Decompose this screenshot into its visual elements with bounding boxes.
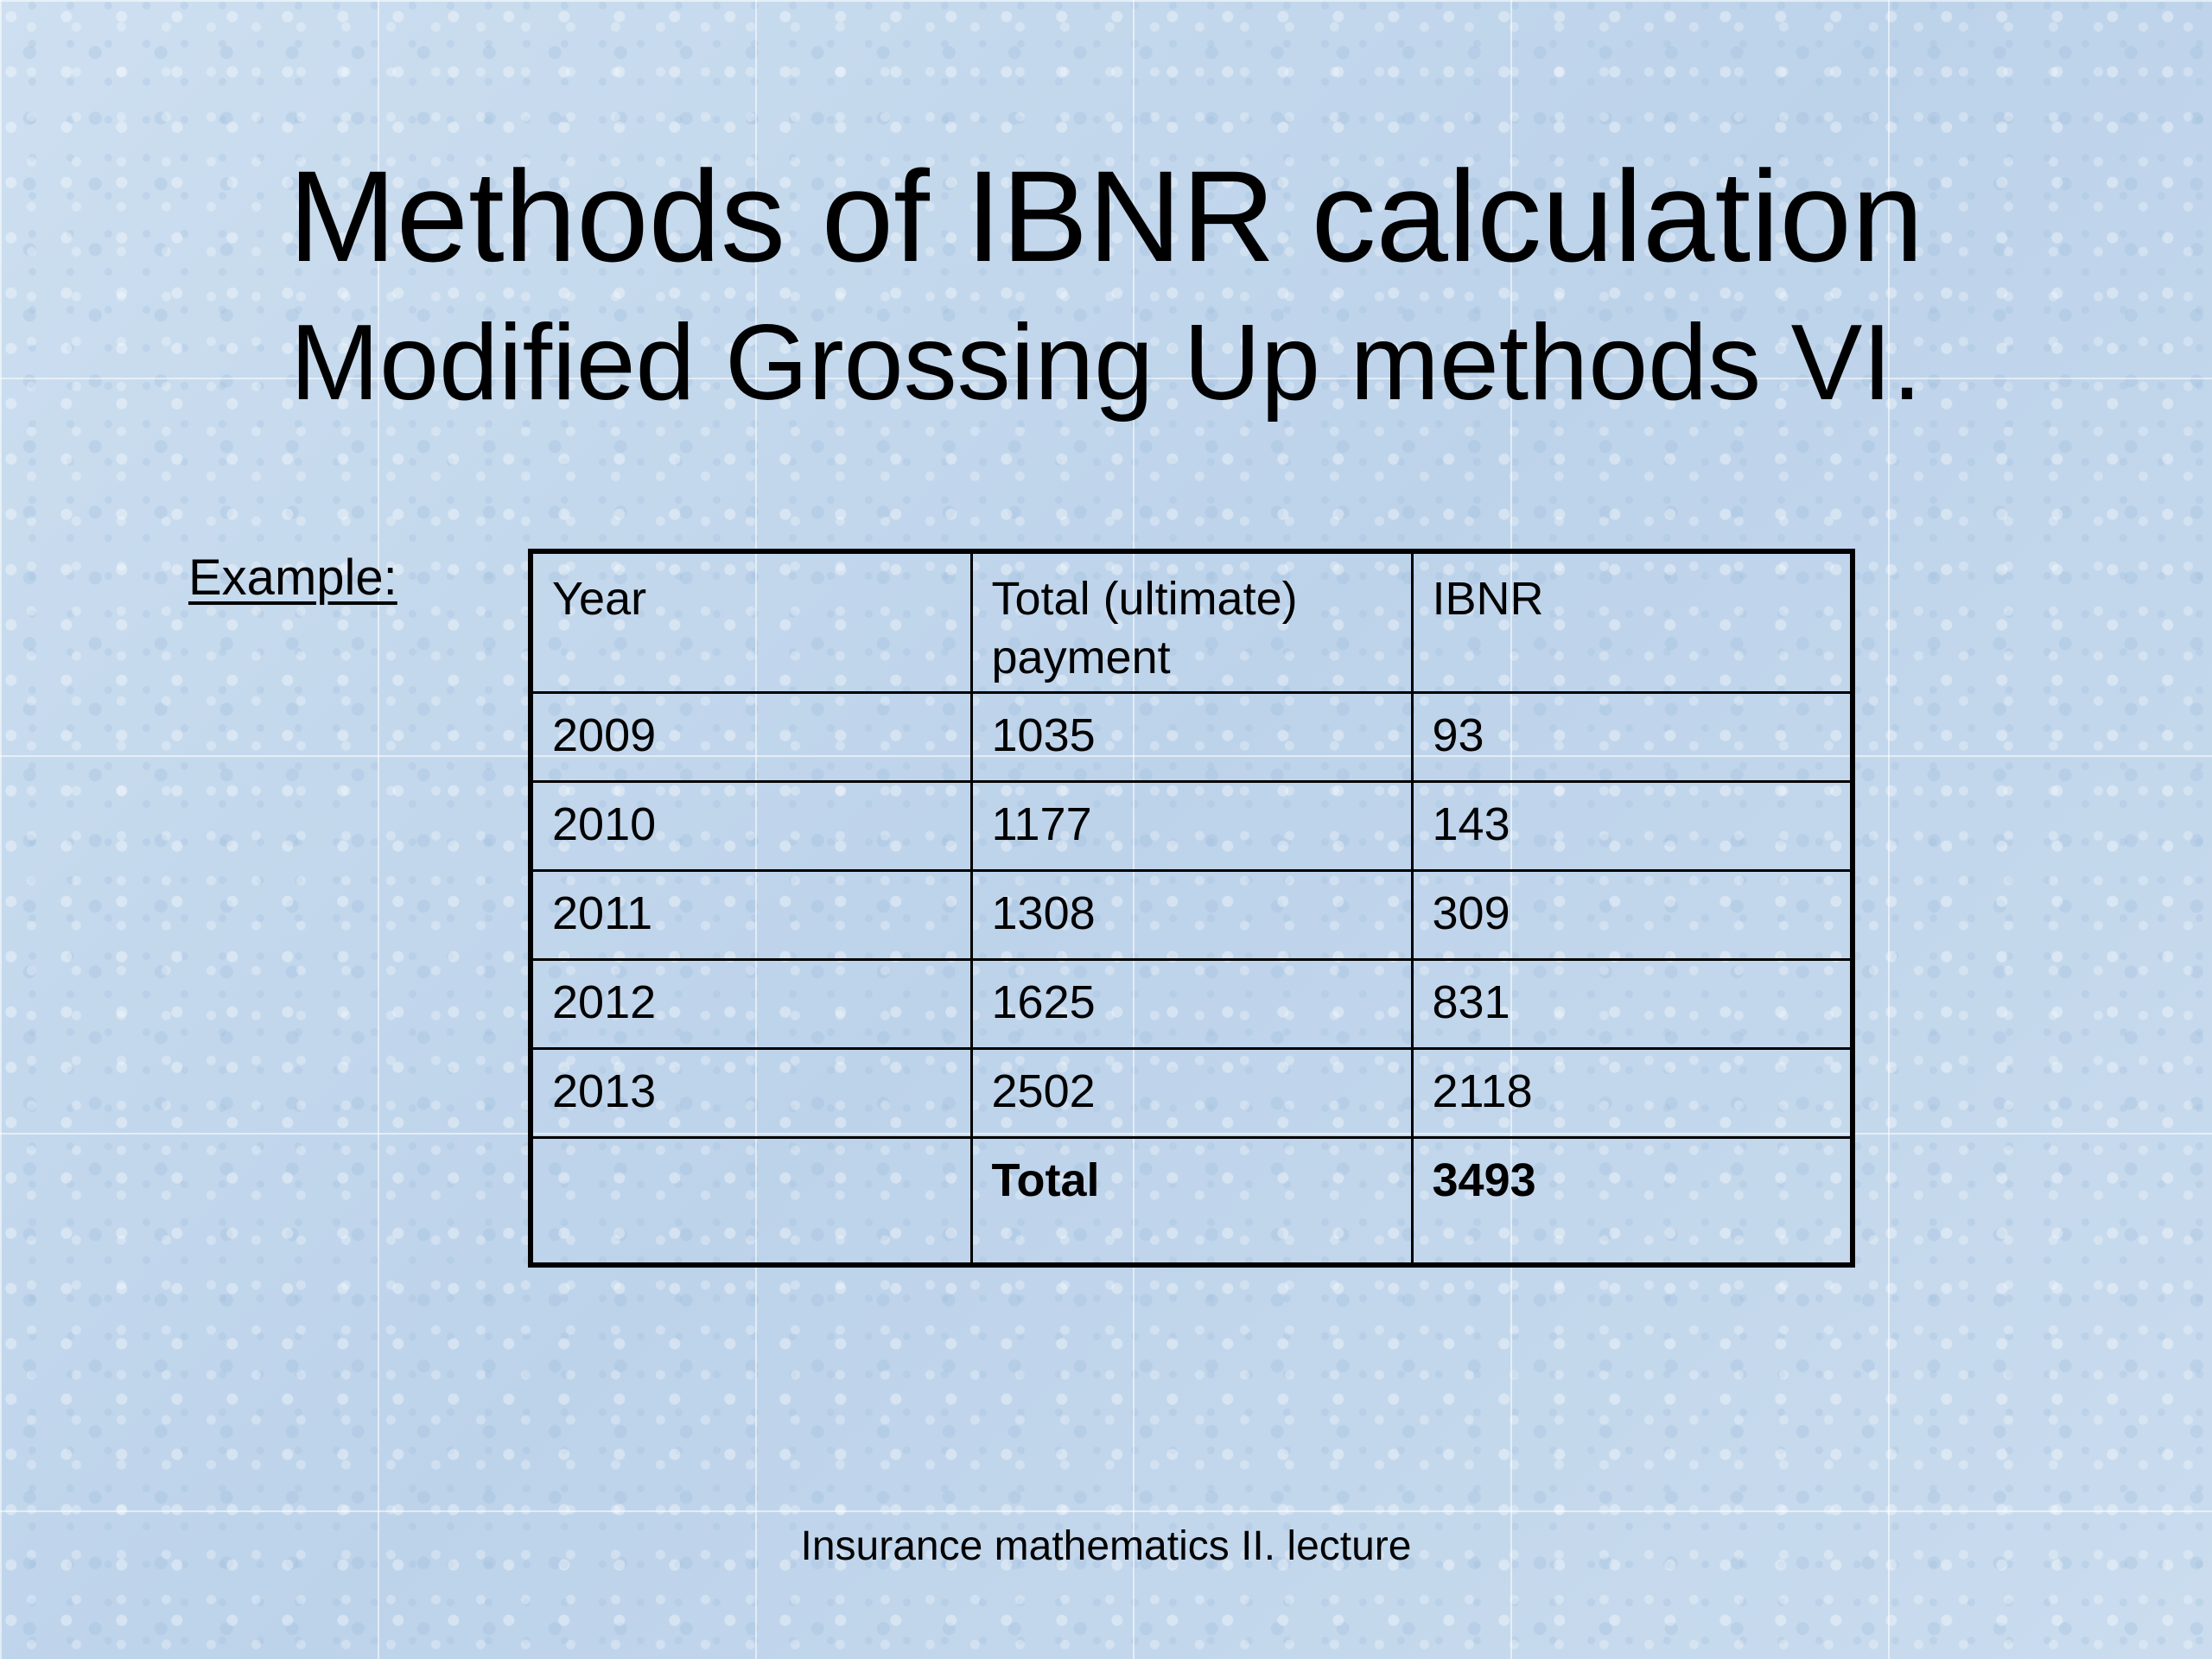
table-row: 2010 1177 143: [529, 779, 1854, 872]
cell-total-payment: 1308: [969, 868, 1414, 961]
cell-year: 2012: [529, 957, 973, 1050]
header-year: Year: [529, 550, 973, 694]
cell-ibnr: 2118: [1410, 1046, 1854, 1139]
cell-ibnr: 93: [1410, 690, 1854, 783]
cell-year: 2011: [529, 868, 973, 961]
header-ibnr: IBNR: [1410, 550, 1854, 694]
cell-total-ibnr: 3493: [1410, 1135, 1854, 1267]
cell-ibnr: 143: [1410, 779, 1854, 872]
cell-ibnr: 309: [1410, 868, 1854, 961]
cell-year: 2009: [529, 690, 973, 783]
cell-total-label: Total: [969, 1135, 1414, 1267]
slide-subtitle: Modified Grossing Up methods VI.: [289, 303, 1923, 423]
header-total-payment: Total (ultimate) payment: [969, 550, 1414, 694]
cell-total-payment: 1035: [969, 690, 1414, 783]
cell-year: 2010: [529, 779, 973, 872]
cell-total-payment: 1177: [969, 779, 1414, 872]
slide-footer: Insurance mathematics II. lecture: [800, 1523, 1412, 1569]
ibnr-table: Year Total (ultimate) payment IBNR 2009 …: [528, 549, 1855, 1268]
table-header-row: Year Total (ultimate) payment IBNR: [529, 550, 1854, 694]
cell-year: 2013: [529, 1046, 973, 1139]
table-row: 2013 2502 2118: [529, 1046, 1854, 1139]
table-row: 2009 1035 93: [529, 690, 1854, 783]
cell-total-empty: [529, 1135, 973, 1267]
example-label: Example:: [188, 550, 397, 606]
cell-ibnr: 831: [1410, 957, 1854, 1050]
table-row: 2012 1625 831: [529, 957, 1854, 1050]
cell-total-payment: 1625: [969, 957, 1414, 1050]
table-row: 2011 1308 309: [529, 868, 1854, 961]
cell-total-payment: 2502: [969, 1046, 1414, 1139]
slide-title: Methods of IBNR calculation: [288, 143, 1924, 289]
table-total-row: Total 3493: [529, 1135, 1854, 1267]
